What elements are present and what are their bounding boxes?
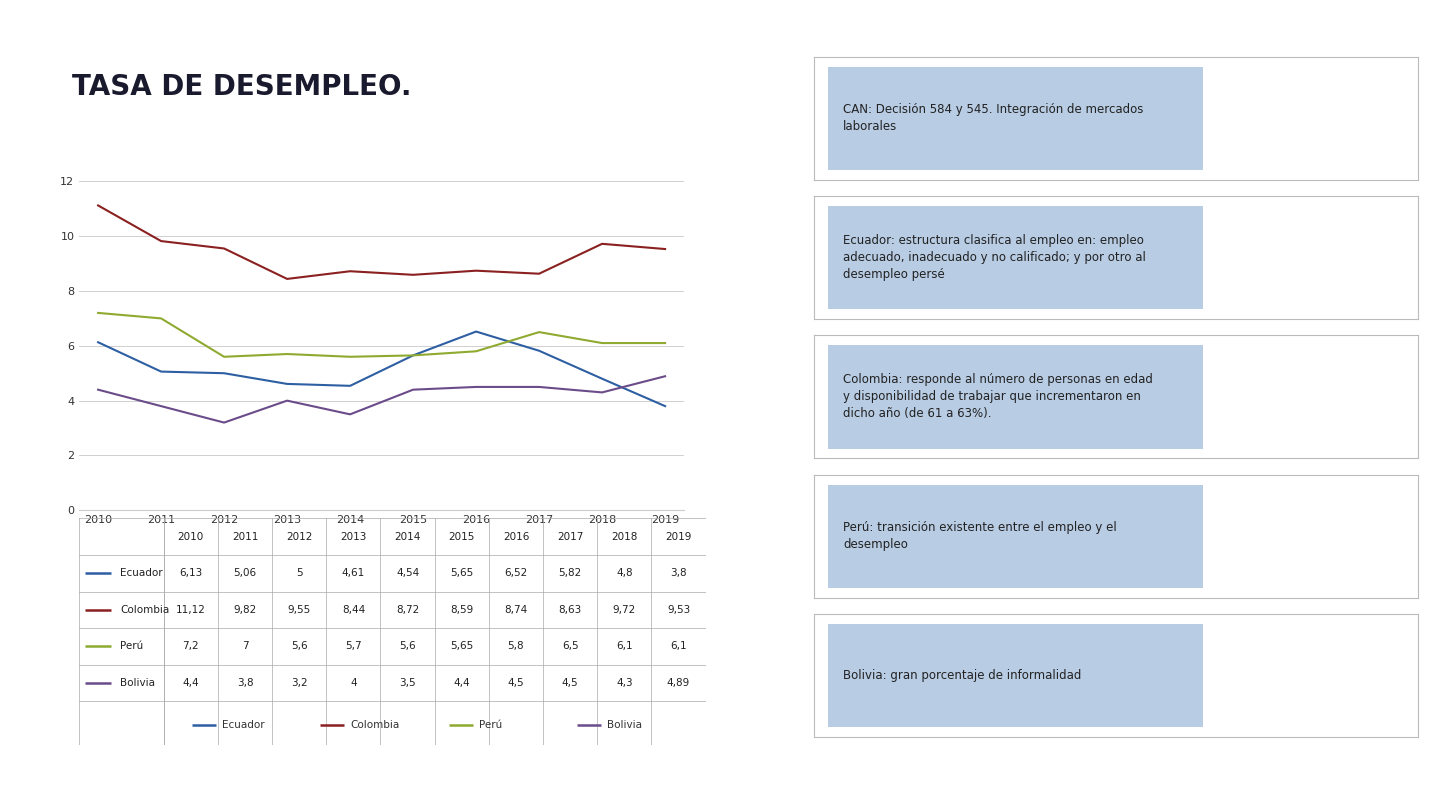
Text: 4: 4	[350, 678, 357, 688]
Text: 5,8: 5,8	[508, 642, 524, 651]
Text: 8,74: 8,74	[504, 605, 527, 615]
Text: Bolivia: Bolivia	[120, 678, 156, 688]
Text: 6,5: 6,5	[562, 642, 579, 651]
Text: 2010: 2010	[177, 531, 204, 542]
Text: 9,72: 9,72	[612, 605, 636, 615]
Text: 9,55: 9,55	[288, 605, 311, 615]
Text: 4,61: 4,61	[341, 569, 364, 578]
Text: 6,13: 6,13	[179, 569, 203, 578]
Text: Perú: Perú	[480, 720, 503, 730]
Text: 4,5: 4,5	[508, 678, 524, 688]
Text: TASA DE DESEMPLEO.: TASA DE DESEMPLEO.	[72, 73, 412, 101]
Text: 3,8: 3,8	[670, 569, 687, 578]
Text: 5,65: 5,65	[451, 569, 474, 578]
Text: 5,6: 5,6	[399, 642, 416, 651]
Text: 4,89: 4,89	[667, 678, 690, 688]
Text: 5,6: 5,6	[291, 642, 308, 651]
Text: Bolivia: Bolivia	[608, 720, 642, 730]
Text: 2011: 2011	[232, 531, 258, 542]
Text: Colombia: responde al número de personas en edad
y disponibilidad de trabajar qu: Colombia: responde al número de personas…	[842, 373, 1153, 420]
Text: 5,82: 5,82	[559, 569, 582, 578]
Text: 6,1: 6,1	[670, 642, 687, 651]
Text: 3,8: 3,8	[236, 678, 253, 688]
Text: 8,72: 8,72	[396, 605, 419, 615]
Text: 4,4: 4,4	[183, 678, 199, 688]
Text: 2013: 2013	[340, 531, 367, 542]
Text: 6,52: 6,52	[504, 569, 527, 578]
Text: 2017: 2017	[557, 531, 583, 542]
Text: Perú: Perú	[120, 642, 143, 651]
Text: 6,1: 6,1	[616, 642, 632, 651]
Text: 4,5: 4,5	[562, 678, 579, 688]
Text: 5: 5	[295, 569, 302, 578]
Text: 4,54: 4,54	[396, 569, 419, 578]
Text: 2016: 2016	[503, 531, 528, 542]
Text: Ecuador: estructura clasifica al empleo en: empleo
adecuado, inadecuado y no cal: Ecuador: estructura clasifica al empleo …	[842, 234, 1146, 281]
Text: 7: 7	[242, 642, 248, 651]
Text: 5,7: 5,7	[346, 642, 361, 651]
Text: 2014: 2014	[395, 531, 420, 542]
Text: 5,06: 5,06	[233, 569, 256, 578]
Text: 3,2: 3,2	[291, 678, 308, 688]
Text: 2018: 2018	[611, 531, 638, 542]
Text: 9,82: 9,82	[233, 605, 256, 615]
Text: Perú: transición existente entre el empleo y el
desempleo: Perú: transición existente entre el empl…	[842, 521, 1117, 552]
Text: 11,12: 11,12	[176, 605, 206, 615]
Text: 8,59: 8,59	[451, 605, 474, 615]
Text: 9,53: 9,53	[667, 605, 690, 615]
Text: Ecuador: Ecuador	[222, 720, 265, 730]
Text: 4,4: 4,4	[454, 678, 469, 688]
Text: Bolivia: gran porcentaje de informalidad: Bolivia: gran porcentaje de informalidad	[842, 669, 1081, 682]
Text: 4,8: 4,8	[616, 569, 632, 578]
Text: 8,44: 8,44	[341, 605, 364, 615]
Text: 4,3: 4,3	[616, 678, 632, 688]
Text: Ecuador: Ecuador	[120, 569, 163, 578]
Text: CAN: Decisión 584 y 545. Integración de mercados
laborales: CAN: Decisión 584 y 545. Integración de …	[842, 103, 1143, 134]
Text: 5,65: 5,65	[451, 642, 474, 651]
Text: 8,63: 8,63	[559, 605, 582, 615]
Text: Colombia: Colombia	[350, 720, 400, 730]
Text: 2012: 2012	[287, 531, 312, 542]
Text: 2019: 2019	[665, 531, 691, 542]
Text: 2015: 2015	[449, 531, 475, 542]
Text: 7,2: 7,2	[183, 642, 199, 651]
Text: 3,5: 3,5	[399, 678, 416, 688]
Text: Colombia: Colombia	[120, 605, 168, 615]
